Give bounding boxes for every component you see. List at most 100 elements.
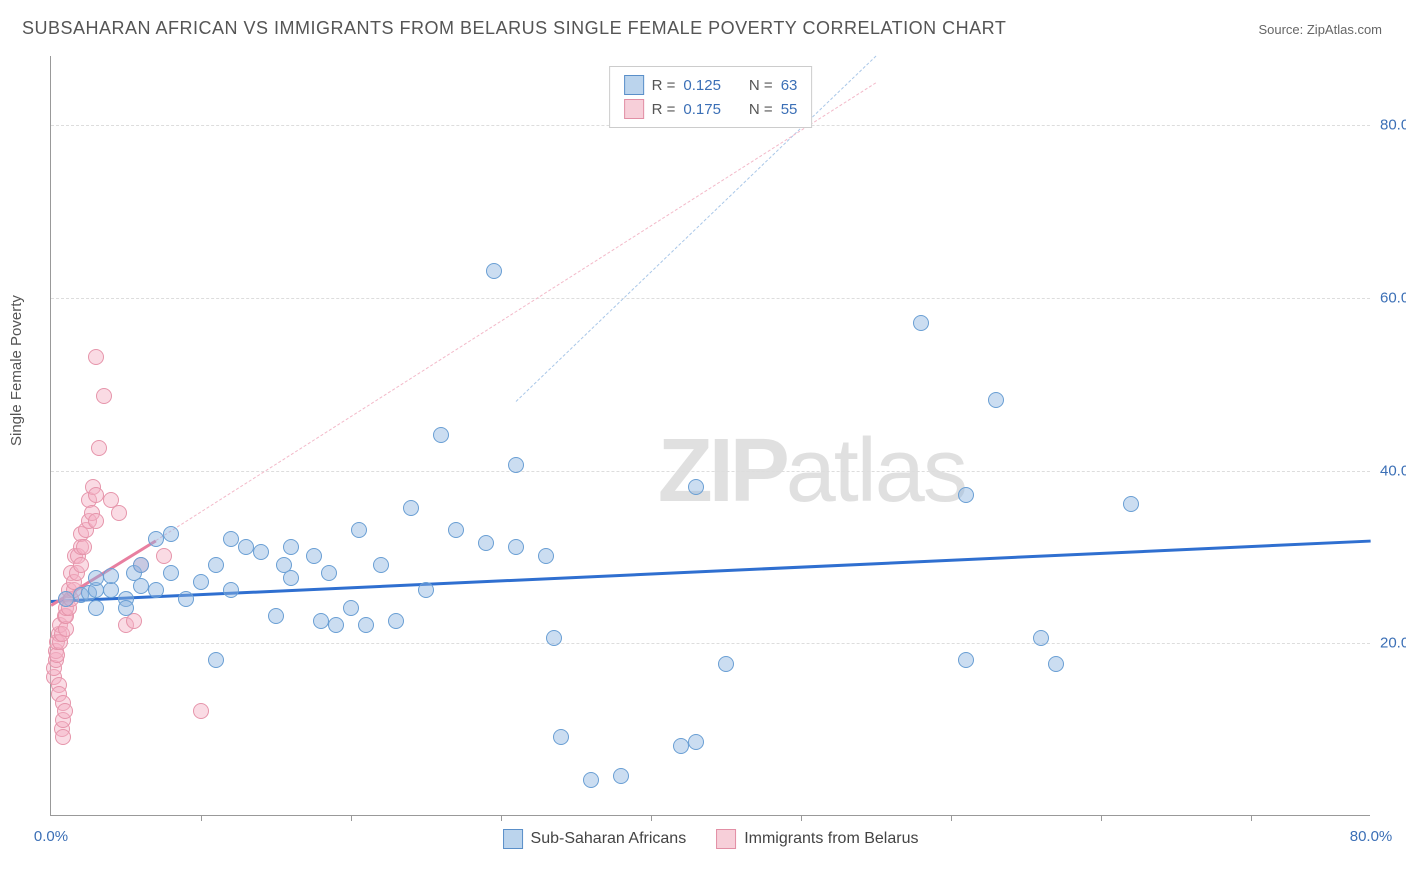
legend-series: Sub-Saharan Africans Immigrants from Bel…	[503, 829, 919, 849]
data-point	[88, 600, 104, 616]
data-point	[988, 392, 1004, 408]
data-point	[103, 582, 119, 598]
data-point	[673, 738, 689, 754]
x-tick-label: 80.0%	[1350, 828, 1393, 845]
x-tick	[501, 815, 502, 821]
data-point	[96, 388, 112, 404]
data-point	[343, 600, 359, 616]
data-point	[486, 263, 502, 279]
r-value-blue: 0.125	[683, 77, 721, 94]
data-point	[88, 513, 104, 529]
legend-swatch-pink	[716, 829, 736, 849]
data-point	[58, 591, 74, 607]
x-tick	[651, 815, 652, 821]
data-point	[508, 457, 524, 473]
legend-swatch-pink	[624, 99, 644, 119]
data-point	[91, 440, 107, 456]
series-name-pink: Immigrants from Belarus	[744, 830, 918, 848]
data-point	[163, 565, 179, 581]
data-point	[283, 570, 299, 586]
x-tick	[951, 815, 952, 821]
data-point	[223, 531, 239, 547]
data-point	[133, 578, 149, 594]
data-point	[718, 656, 734, 672]
x-tick	[1101, 815, 1102, 821]
gridline	[51, 298, 1370, 299]
y-axis-label: Single Female Poverty	[8, 295, 25, 446]
x-tick	[1251, 815, 1252, 821]
legend-swatch-blue	[503, 829, 523, 849]
data-point	[55, 729, 71, 745]
r-value-pink: 0.175	[683, 101, 721, 118]
data-point	[118, 600, 134, 616]
data-point	[73, 557, 89, 573]
data-point	[508, 539, 524, 555]
data-point	[111, 505, 127, 521]
scatter-plot: ZIPatlas R = 0.125 N = 63 R = 0.175 N = …	[50, 56, 1370, 816]
x-tick	[801, 815, 802, 821]
n-value-blue: 63	[781, 77, 798, 94]
data-point	[321, 565, 337, 581]
data-point	[373, 557, 389, 573]
data-point	[583, 772, 599, 788]
data-point	[388, 613, 404, 629]
data-point	[1048, 656, 1064, 672]
data-point	[193, 703, 209, 719]
data-point	[418, 582, 434, 598]
gridline	[51, 471, 1370, 472]
chart-container: Single Female Poverty ZIPatlas R = 0.125…	[0, 46, 1406, 892]
data-point	[148, 531, 164, 547]
data-point	[403, 500, 419, 516]
r-label: R =	[652, 77, 676, 94]
data-point	[688, 479, 704, 495]
data-point	[433, 427, 449, 443]
data-point	[613, 768, 629, 784]
data-point	[208, 557, 224, 573]
data-point	[178, 591, 194, 607]
data-point	[163, 526, 179, 542]
y-tick-label: 80.0%	[1380, 117, 1406, 134]
data-point	[1123, 496, 1139, 512]
data-point	[478, 535, 494, 551]
series-name-blue: Sub-Saharan Africans	[531, 830, 687, 848]
data-point	[958, 652, 974, 668]
data-point	[156, 548, 172, 564]
legend-swatch-blue	[624, 75, 644, 95]
data-point	[448, 522, 464, 538]
y-tick-label: 60.0%	[1380, 289, 1406, 306]
data-point	[958, 487, 974, 503]
data-point	[76, 539, 92, 555]
data-point	[88, 487, 104, 503]
n-value-pink: 55	[781, 101, 798, 118]
data-point	[253, 544, 269, 560]
n-label: N =	[749, 77, 773, 94]
data-point	[148, 582, 164, 598]
data-point	[208, 652, 224, 668]
data-point	[688, 734, 704, 750]
data-point	[913, 315, 929, 331]
data-point	[88, 570, 104, 586]
x-tick	[351, 815, 352, 821]
source-label: Source: ZipAtlas.com	[1258, 22, 1382, 37]
legend-stats: R = 0.125 N = 63 R = 0.175 N = 55	[609, 66, 813, 128]
data-point	[223, 582, 239, 598]
chart-title: SUBSAHARAN AFRICAN VS IMMIGRANTS FROM BE…	[22, 18, 1006, 39]
y-tick-label: 20.0%	[1380, 635, 1406, 652]
data-point	[358, 617, 374, 633]
x-tick	[201, 815, 202, 821]
data-point	[553, 729, 569, 745]
data-point	[57, 703, 73, 719]
data-point	[328, 617, 344, 633]
watermark: ZIPatlas	[658, 420, 966, 523]
data-point	[306, 548, 322, 564]
data-point	[268, 608, 284, 624]
data-point	[283, 539, 299, 555]
data-point	[238, 539, 254, 555]
data-point	[538, 548, 554, 564]
data-point	[133, 557, 149, 573]
data-point	[1033, 630, 1049, 646]
data-point	[313, 613, 329, 629]
data-point	[351, 522, 367, 538]
data-point	[546, 630, 562, 646]
r-label: R =	[652, 101, 676, 118]
